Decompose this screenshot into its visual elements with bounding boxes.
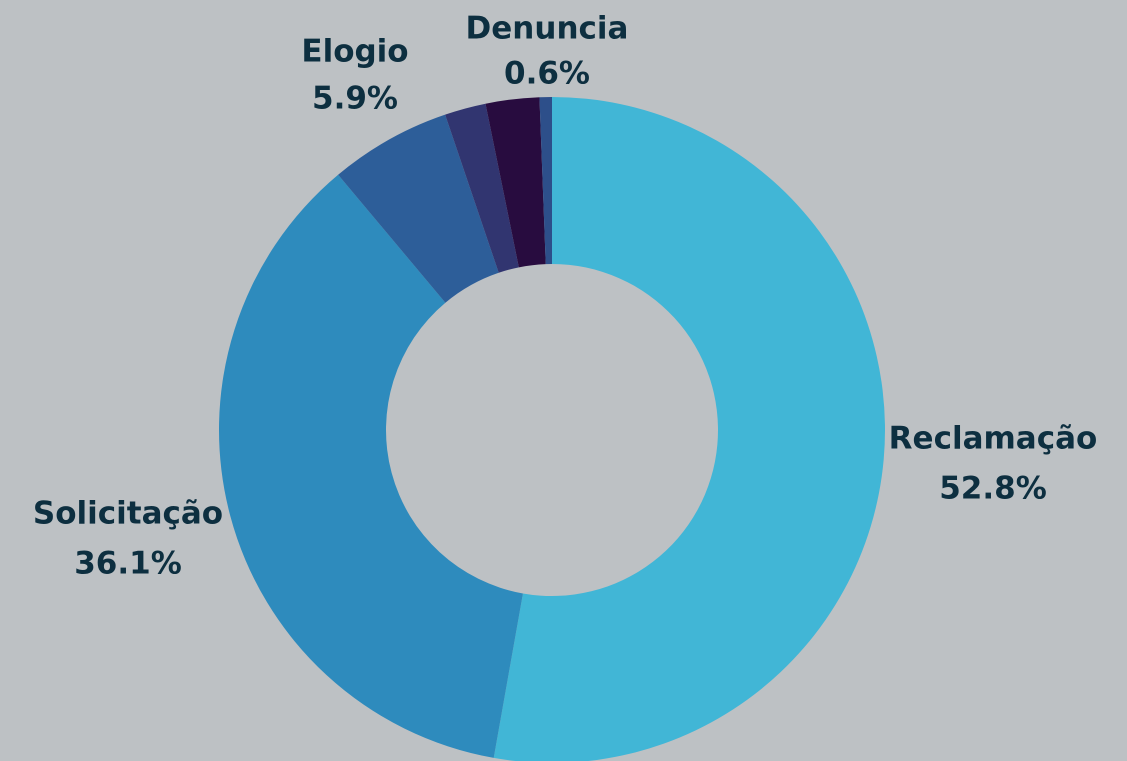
slice-label: Elogio bbox=[301, 34, 408, 70]
donut-slice bbox=[493, 97, 885, 761]
slice-value-label: 52.8% bbox=[939, 471, 1047, 507]
slice-label: Reclamação bbox=[889, 421, 1098, 457]
slice-label: Solicitação bbox=[33, 496, 223, 532]
slice-label: Denuncia bbox=[466, 11, 629, 47]
donut-slice bbox=[338, 114, 499, 303]
donut-slice bbox=[485, 97, 546, 268]
donut-slice bbox=[539, 97, 552, 265]
slice-value-label: 0.6% bbox=[504, 56, 590, 92]
donut-slice bbox=[218, 174, 523, 758]
donut-slice bbox=[445, 103, 519, 273]
slice-value-label: 5.9% bbox=[312, 81, 398, 117]
slice-value-label: 36.1% bbox=[74, 546, 182, 582]
